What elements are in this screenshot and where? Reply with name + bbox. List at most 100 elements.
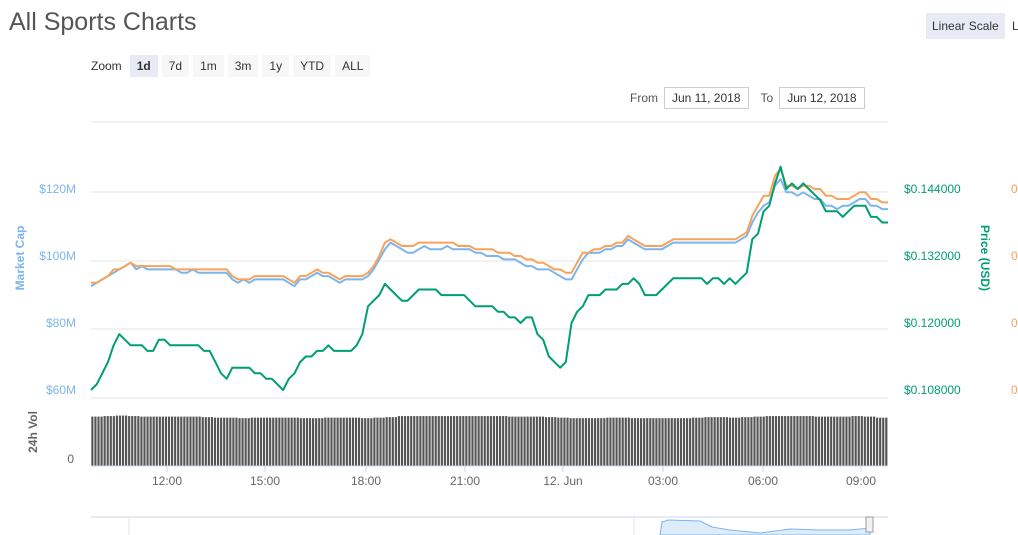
volume-bar <box>238 418 241 466</box>
volume-bar <box>538 416 542 466</box>
volume-bar <box>220 417 223 466</box>
to-date-input[interactable]: Jun 12, 2018 <box>779 87 865 109</box>
volume-bar <box>103 416 106 466</box>
volume-bar <box>685 418 689 466</box>
volume-bar <box>489 416 492 466</box>
volume-bar <box>125 415 128 466</box>
volume-bar <box>667 418 670 466</box>
volume-bar <box>253 417 256 466</box>
volume-bar <box>787 416 790 466</box>
volume-bar <box>802 416 805 466</box>
volume-bar <box>394 417 397 466</box>
axis-labels: $60M $80M $100M $120M $0.108000 $0.120000 $0.1… <box>13 182 1018 488</box>
volume-bar <box>643 418 646 466</box>
zoom-1y-button[interactable]: 1y <box>262 55 290 77</box>
volume-bar <box>155 416 158 466</box>
volume-bar <box>223 417 226 466</box>
volume-bar <box>725 417 728 466</box>
volume-bar <box>149 416 152 466</box>
volume-bar <box>293 417 296 466</box>
volume-bar <box>287 417 290 466</box>
navigator-handle[interactable] <box>865 516 874 533</box>
volume-bar <box>747 417 750 466</box>
volume-bar <box>302 418 305 466</box>
x-axis-tick: 12:00 <box>152 474 182 488</box>
volume-bar <box>652 418 655 466</box>
volume-bar <box>839 416 842 466</box>
volume-bar <box>830 416 833 466</box>
volume-bar <box>756 416 759 466</box>
volume-bar <box>195 416 198 466</box>
volume-bar <box>198 416 201 466</box>
volume-bar <box>526 416 529 466</box>
volume-bar <box>468 416 471 466</box>
series-line-price-usd <box>90 165 888 391</box>
volume-bar <box>416 416 419 466</box>
volume-bar <box>413 416 416 466</box>
zoom-7d-button[interactable]: 7d <box>161 55 190 77</box>
volume-bar <box>241 418 244 466</box>
zoom-1m-button[interactable]: 1m <box>193 55 224 77</box>
volume-bar <box>845 416 848 466</box>
volume-bar <box>137 416 140 466</box>
volume-bar <box>201 417 204 466</box>
from-label: From <box>630 91 658 105</box>
volume-bar <box>876 417 879 466</box>
volume-bar <box>799 416 802 466</box>
x-axis-tick: 03:00 <box>648 474 678 488</box>
volume-bar <box>244 418 247 466</box>
volume-bar <box>453 416 456 466</box>
left-axis-tick: $60M <box>46 383 76 397</box>
navigator[interactable] <box>91 516 888 535</box>
volume-bar <box>692 417 695 466</box>
volume-bar <box>713 417 716 466</box>
volume-bar <box>621 417 624 466</box>
volume-bar <box>508 416 511 466</box>
zoom-ytd-button[interactable]: YTD <box>293 55 332 77</box>
volume-bar <box>186 416 189 466</box>
volume-bar <box>676 418 679 466</box>
volume-axis-tick: 0 <box>67 452 74 466</box>
volume-bar <box>502 416 505 466</box>
volume-bar <box>814 416 817 466</box>
volume-bar <box>744 417 747 466</box>
volume-bar <box>167 416 171 466</box>
volume-bar <box>578 418 581 466</box>
volume-bar <box>560 417 563 466</box>
volume-bar <box>716 417 719 466</box>
linear-scale-button[interactable]: Linear Scale <box>926 13 1005 39</box>
volume-bar <box>544 417 548 466</box>
volume-bar <box>174 416 177 466</box>
right-axis-title: Price (USD) <box>978 225 992 291</box>
volume-bar <box>434 416 437 466</box>
volume-bar <box>419 416 422 466</box>
volume-bar <box>517 416 520 466</box>
x-axis-tick: 18:00 <box>351 474 381 488</box>
zoom-3m-button[interactable]: 3m <box>227 55 259 77</box>
volume-bar <box>505 416 508 466</box>
log-scale-button[interactable]: L <box>1012 19 1018 33</box>
volume-bar <box>731 417 735 466</box>
series-line-market-cap <box>90 178 888 288</box>
btc-axis-tick: 0 <box>1011 316 1018 330</box>
volume-bar <box>842 416 845 466</box>
left-axis-tick: $80M <box>46 316 76 330</box>
volume-bar <box>765 416 768 466</box>
volume-bar <box>379 417 382 466</box>
volume-bar <box>262 417 266 466</box>
zoom-1d-button[interactable]: 1d <box>129 55 158 77</box>
volume-bar <box>474 416 477 466</box>
from-date-input[interactable]: Jun 11, 2018 <box>664 87 749 109</box>
volume-bars <box>91 415 888 467</box>
volume-bar <box>548 417 551 466</box>
volume-bar <box>640 418 643 466</box>
volume-bar <box>440 416 443 466</box>
volume-bar <box>290 417 293 466</box>
volume-bar <box>860 416 863 466</box>
volume-bar <box>777 416 781 466</box>
left-axis-tick: $100M <box>39 249 76 263</box>
volume-bar <box>590 418 594 466</box>
volume-bar <box>514 416 517 466</box>
zoom-all-button[interactable]: ALL <box>335 55 371 77</box>
